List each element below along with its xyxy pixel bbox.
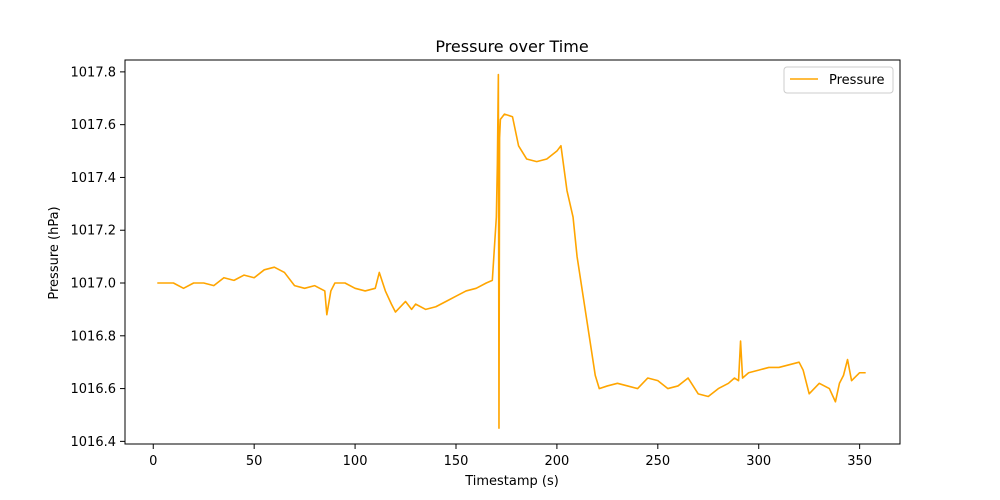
y-tick-label: 1017.0 xyxy=(71,277,117,292)
x-tick-label: 250 xyxy=(645,454,670,469)
y-tick-label: 1017.8 xyxy=(71,65,117,80)
x-tick-label: 150 xyxy=(444,454,469,469)
y-tick-label: 1017.4 xyxy=(71,171,117,186)
y-tick-label: 1016.4 xyxy=(71,435,117,450)
x-tick-label: 100 xyxy=(343,454,368,469)
legend-box xyxy=(783,66,894,94)
y-tick-label: 1016.8 xyxy=(71,329,117,344)
x-tick-label: 50 xyxy=(246,454,263,469)
x-tick-label: 350 xyxy=(847,454,872,469)
x-tick-label: 0 xyxy=(149,454,157,469)
plot-area: 0 50 100 150 200 250 300 350 1016.4 1016.6 1016.8 1… xyxy=(71,59,901,469)
y-tick-label: 1017.6 xyxy=(71,118,117,133)
x-tick-label: 200 xyxy=(544,454,569,469)
x-tick-label: 300 xyxy=(746,454,771,469)
chart-title: Pressure over Time xyxy=(435,37,588,56)
y-tick-label: 1017.2 xyxy=(71,224,117,239)
axes-frame xyxy=(124,59,901,445)
series-line-pressure xyxy=(157,73,866,429)
y-axis-title: Pressure (hPa) xyxy=(47,206,62,299)
x-axis-title: Timestamp (s) xyxy=(464,474,559,489)
legend-label: Pressure xyxy=(829,73,885,88)
y-tick-label: 1016.6 xyxy=(71,382,117,397)
